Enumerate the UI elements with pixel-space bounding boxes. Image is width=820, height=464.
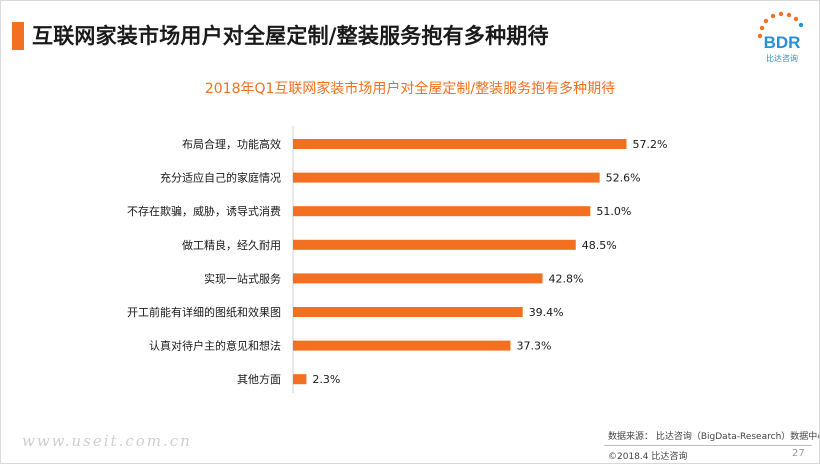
copyright: ©2018.4 比达咨询 bbox=[608, 452, 688, 462]
value-label: 48.5% bbox=[582, 239, 617, 252]
chart-title: 2018年Q1互联网家装市场用户对全屋定制/整装服务抱有多种期待 bbox=[204, 81, 616, 97]
page-number: 27 bbox=[792, 448, 805, 459]
bar bbox=[293, 340, 511, 351]
category-label: 实现一站式服务 bbox=[204, 271, 281, 285]
bar bbox=[293, 374, 307, 385]
logo-dots-icon bbox=[757, 11, 804, 39]
value-label: 51.0% bbox=[596, 205, 631, 218]
watermark: www.useit.com.cn bbox=[22, 432, 192, 450]
category-label: 认真对待户主的意见和想法 bbox=[149, 339, 281, 353]
category-label: 其他方面 bbox=[237, 372, 281, 386]
value-label: 57.2% bbox=[632, 138, 667, 151]
value-label: 42.8% bbox=[549, 272, 584, 285]
bar bbox=[293, 307, 523, 317]
category-label: 开工前能有详细的图纸和效果图 bbox=[127, 305, 281, 319]
page-title: 互联网家装市场用户对全屋定制/整装服务抱有多种期待 bbox=[32, 24, 549, 48]
title-accent-bar bbox=[12, 22, 24, 50]
bar bbox=[293, 139, 627, 149]
footer-divider bbox=[604, 445, 812, 446]
bar-chart: 布局合理，功能高效 57.2% 充分适应自己的家庭情况 52.6% 不存在欺骗，威胁，诱… bbox=[127, 126, 667, 394]
category-label: 布局合理，功能高效 bbox=[182, 137, 281, 151]
bdr-logo: BDR 比达咨询 bbox=[757, 11, 804, 63]
value-label: 2.3% bbox=[312, 373, 340, 386]
bar bbox=[293, 172, 600, 183]
value-label: 37.3% bbox=[516, 340, 551, 353]
category-label: 充分适应自己的家庭情况 bbox=[160, 171, 281, 185]
logo-text: BDR bbox=[764, 33, 801, 52]
category-label: 做工精良，经久耐用 bbox=[182, 238, 281, 252]
bar bbox=[293, 206, 591, 217]
bar bbox=[293, 273, 543, 284]
value-label: 52.6% bbox=[606, 172, 641, 185]
bar bbox=[293, 239, 576, 250]
value-label: 39.4% bbox=[529, 306, 564, 319]
category-label: 不存在欺骗，威胁，诱导式消费 bbox=[127, 204, 281, 218]
logo-subtext: 比达咨询 bbox=[766, 53, 798, 63]
data-source: 数据来源： 比达咨询（BigData-Research）数据中心 bbox=[608, 432, 820, 442]
